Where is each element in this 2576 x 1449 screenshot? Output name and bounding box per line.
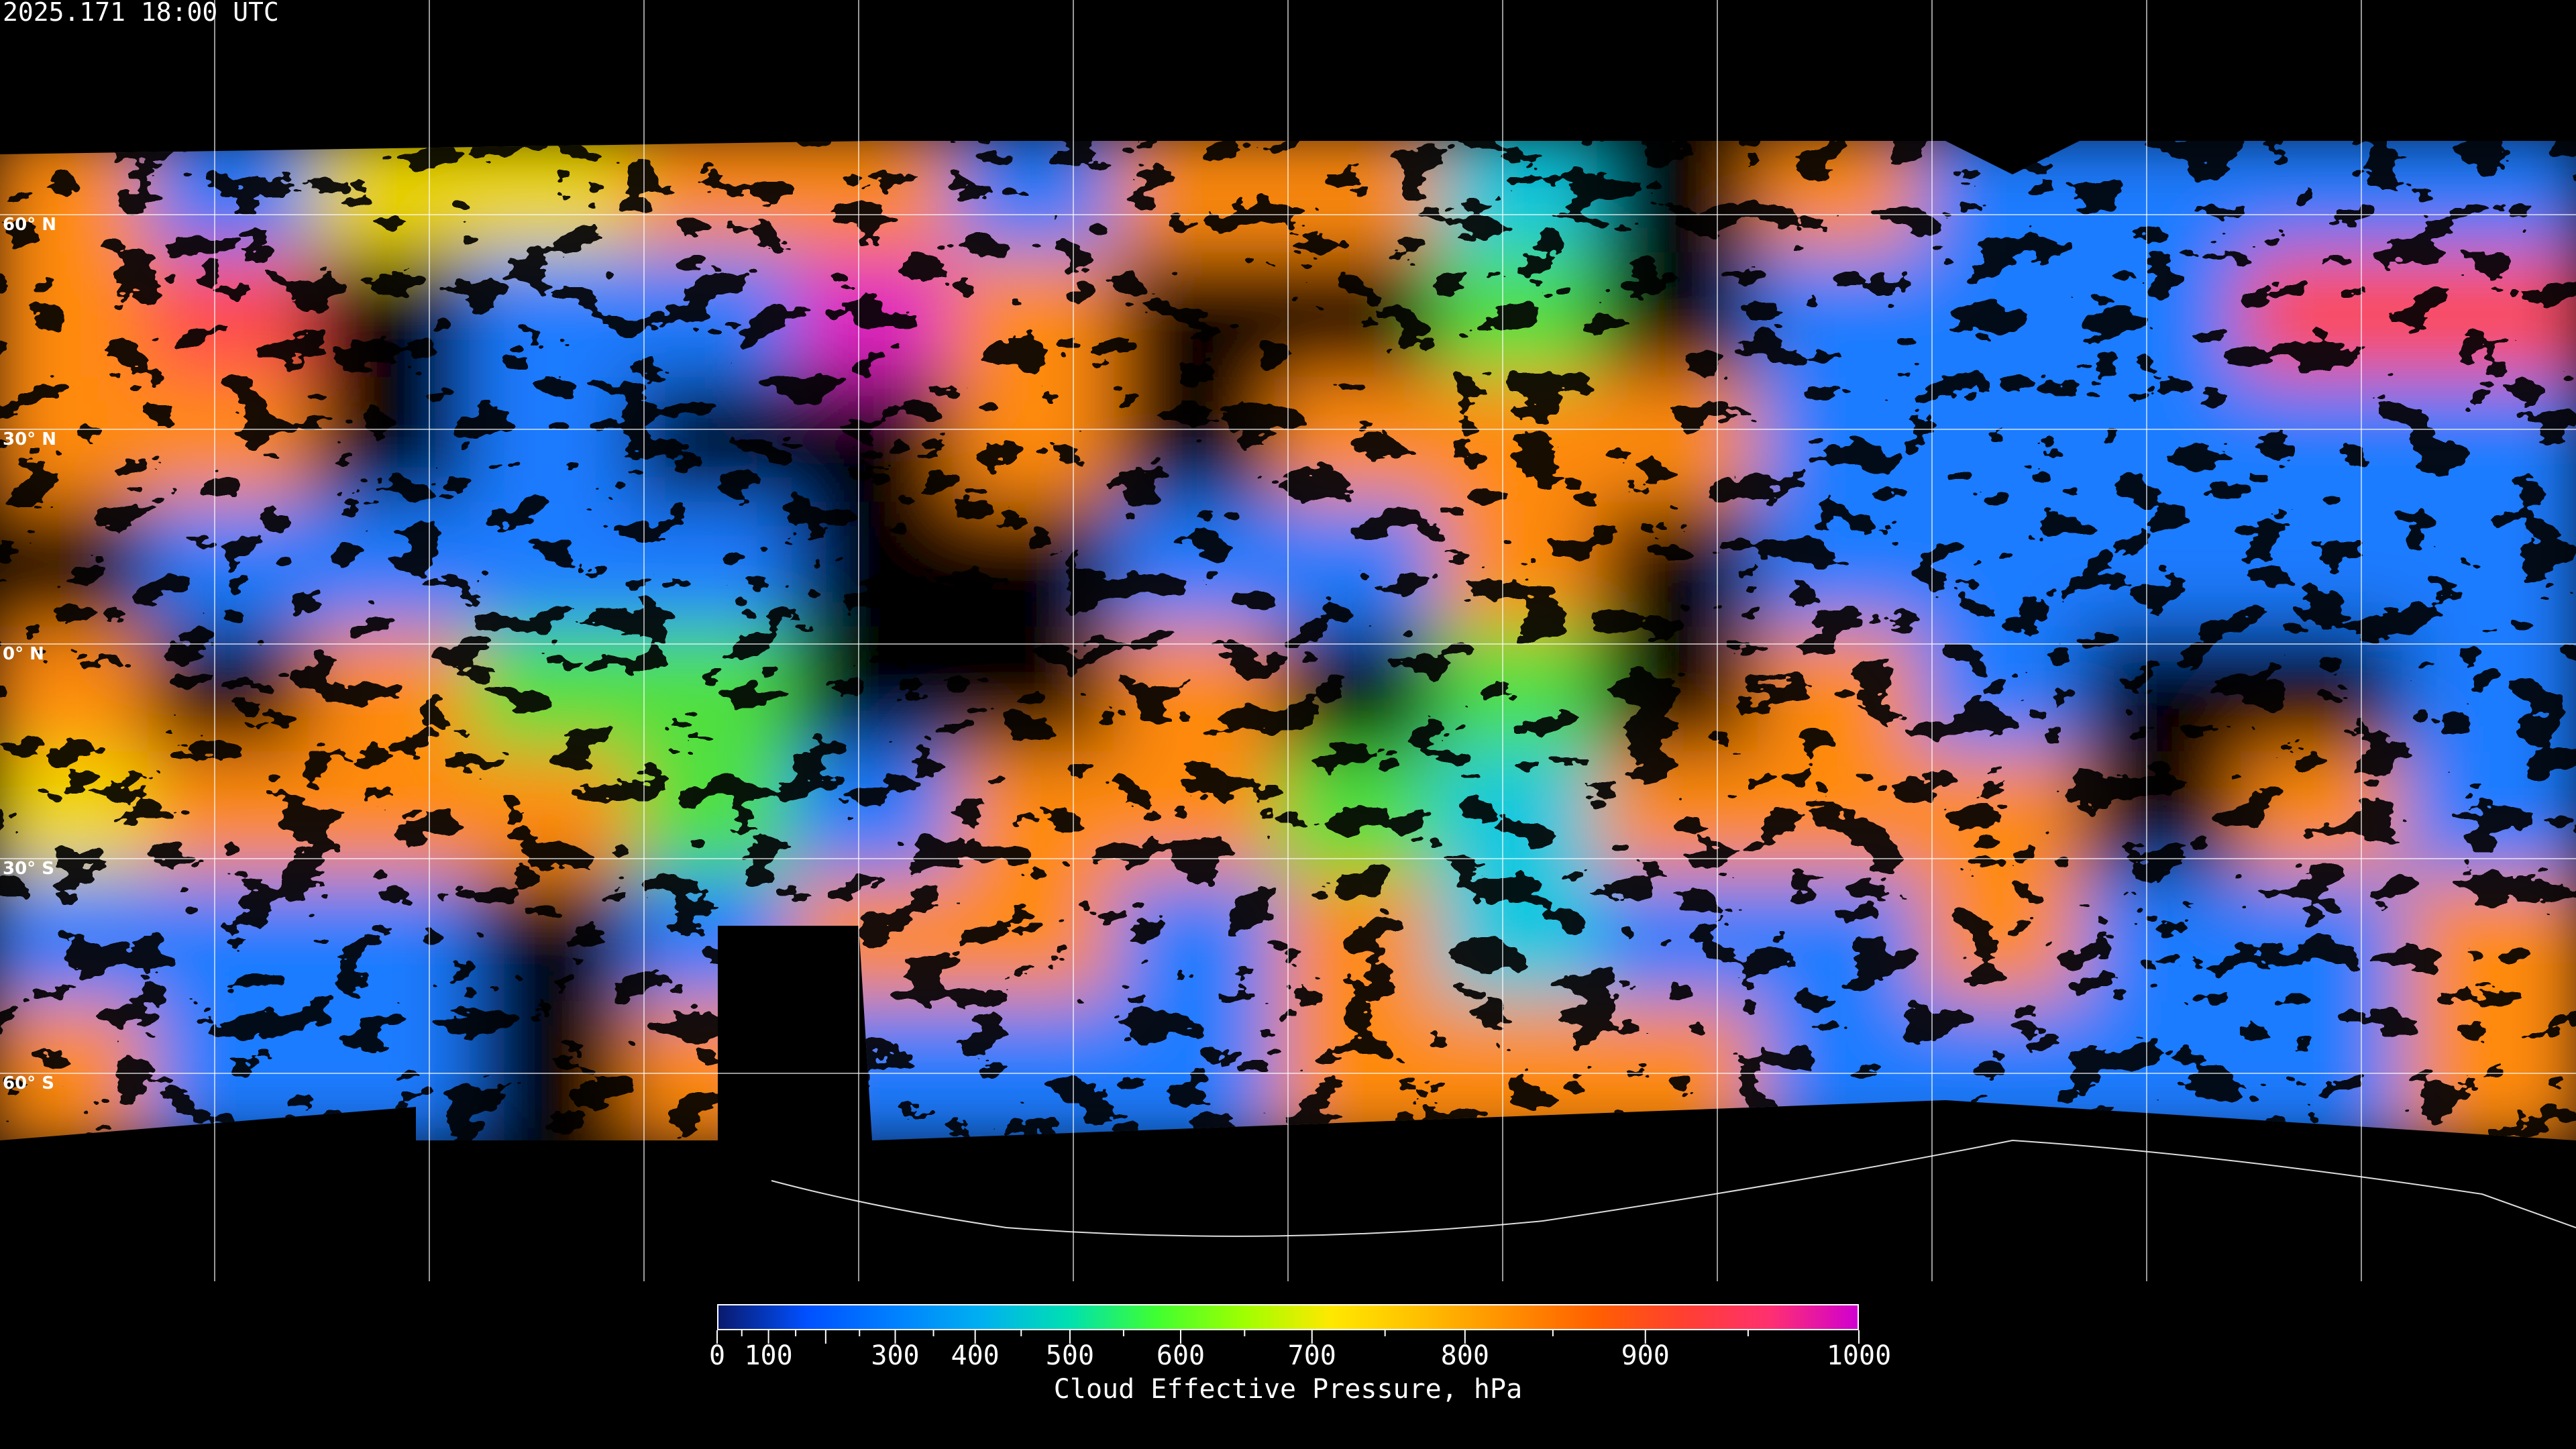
lat-label-60s: 60° S — [3, 1073, 54, 1093]
lat-label-30n: 30° N — [3, 429, 56, 449]
timestamp: 2025.171 18:00 UTC — [3, 0, 279, 27]
colorbar-title: Cloud Effective Pressure, hPa — [1053, 1374, 1523, 1405]
colorbar — [717, 1304, 1859, 1330]
tick-label: 800 — [1440, 1340, 1489, 1371]
tick-label: 600 — [1156, 1340, 1205, 1371]
lat-label-30s: 30° S — [3, 859, 54, 879]
graticule — [0, 0, 2576, 1281]
tick-label: 100 — [744, 1340, 793, 1371]
tick-label: 0 — [708, 1340, 726, 1371]
lat-label-0n: 0° N — [3, 644, 44, 664]
cloud-pressure-map — [0, 0, 2576, 1281]
tick-label: 300 — [871, 1340, 920, 1371]
antarctica-coastline — [771, 1139, 2576, 1237]
tick-label: 900 — [1621, 1340, 1670, 1371]
lat-label-60n: 60° N — [3, 215, 56, 235]
tick-label: 1000 — [1826, 1340, 1892, 1371]
tick-label: 400 — [951, 1340, 1000, 1371]
tick-label: 700 — [1287, 1340, 1336, 1371]
tick-label: 500 — [1045, 1340, 1095, 1371]
